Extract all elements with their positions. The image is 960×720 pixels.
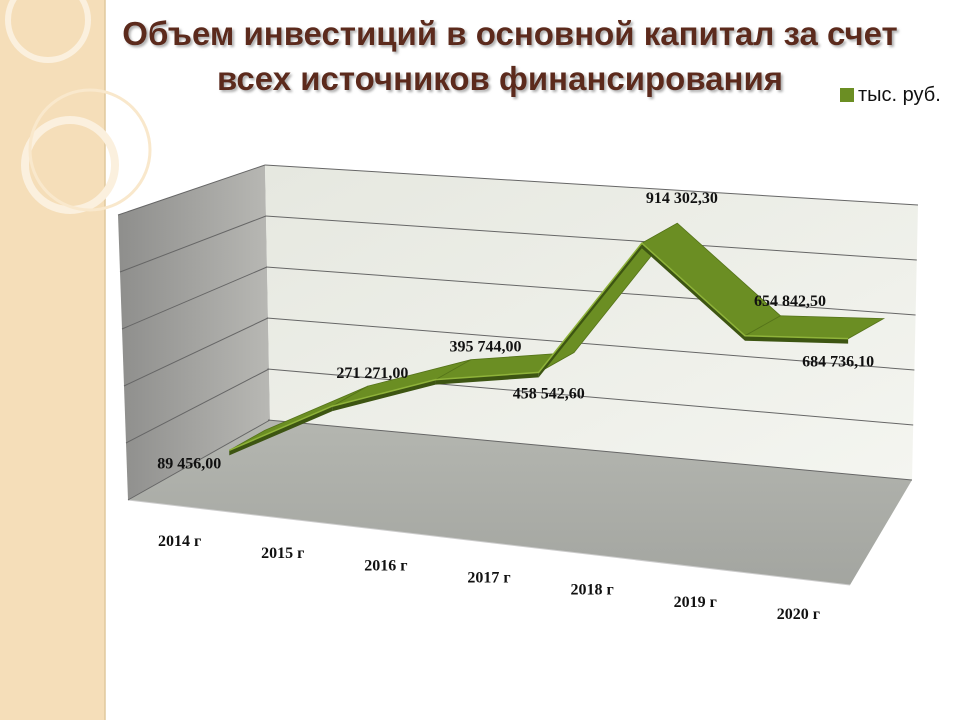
decor-circle bbox=[5, 0, 91, 63]
grid-line bbox=[119, 215, 267, 273]
grid-line bbox=[267, 368, 914, 426]
x-tick-label: 2015 г bbox=[261, 545, 304, 562]
grid-line bbox=[123, 317, 269, 387]
x-tick-label: 2014 г bbox=[158, 533, 201, 550]
data-label: 89 456,00 bbox=[157, 455, 221, 472]
data-label: 914 302,30 bbox=[646, 190, 718, 207]
legend-label: тыс. руб. bbox=[858, 84, 941, 106]
grid-line bbox=[125, 368, 270, 444]
x-tick-label: 2019 г bbox=[674, 594, 717, 611]
grid-line bbox=[266, 317, 915, 371]
grid-line bbox=[117, 164, 266, 216]
decor-circle bbox=[21, 116, 119, 214]
front-edge bbox=[127, 499, 851, 586]
grid-line bbox=[266, 266, 916, 316]
series-line bbox=[228, 242, 849, 452]
legend-swatch bbox=[840, 88, 854, 102]
decor-circle bbox=[28, 88, 152, 212]
side-wall bbox=[118, 165, 270, 500]
grid-line bbox=[267, 419, 913, 481]
data-label: 654 842,50 bbox=[754, 293, 826, 310]
grid-line bbox=[265, 215, 917, 261]
ribbon-side bbox=[332, 379, 436, 412]
chart-title: всех источников финансирования bbox=[217, 60, 783, 97]
grid-line bbox=[127, 419, 271, 501]
chart-title: Объем инвестиций в основной капитал за с… bbox=[122, 15, 897, 52]
data-label: 271 271,00 bbox=[336, 365, 408, 382]
side-strip bbox=[0, 0, 105, 720]
ribbon-side bbox=[744, 335, 849, 344]
data-label: 395 744,00 bbox=[450, 339, 522, 356]
x-tick-label: 2016 г bbox=[364, 557, 407, 574]
ribbon-side bbox=[538, 243, 642, 378]
data-label: 458 542,60 bbox=[513, 385, 585, 402]
x-tick-label: 2017 г bbox=[467, 570, 510, 587]
ribbon-side bbox=[435, 372, 539, 385]
ribbon-side bbox=[229, 406, 333, 456]
data-label: 684 736,10 bbox=[802, 354, 874, 371]
x-tick-label: 2020 г bbox=[777, 606, 820, 623]
floor bbox=[128, 420, 912, 585]
grid-line bbox=[264, 164, 919, 206]
grid-line bbox=[121, 266, 268, 330]
x-tick-label: 2018 г bbox=[571, 582, 614, 599]
ribbon-side bbox=[641, 243, 745, 341]
